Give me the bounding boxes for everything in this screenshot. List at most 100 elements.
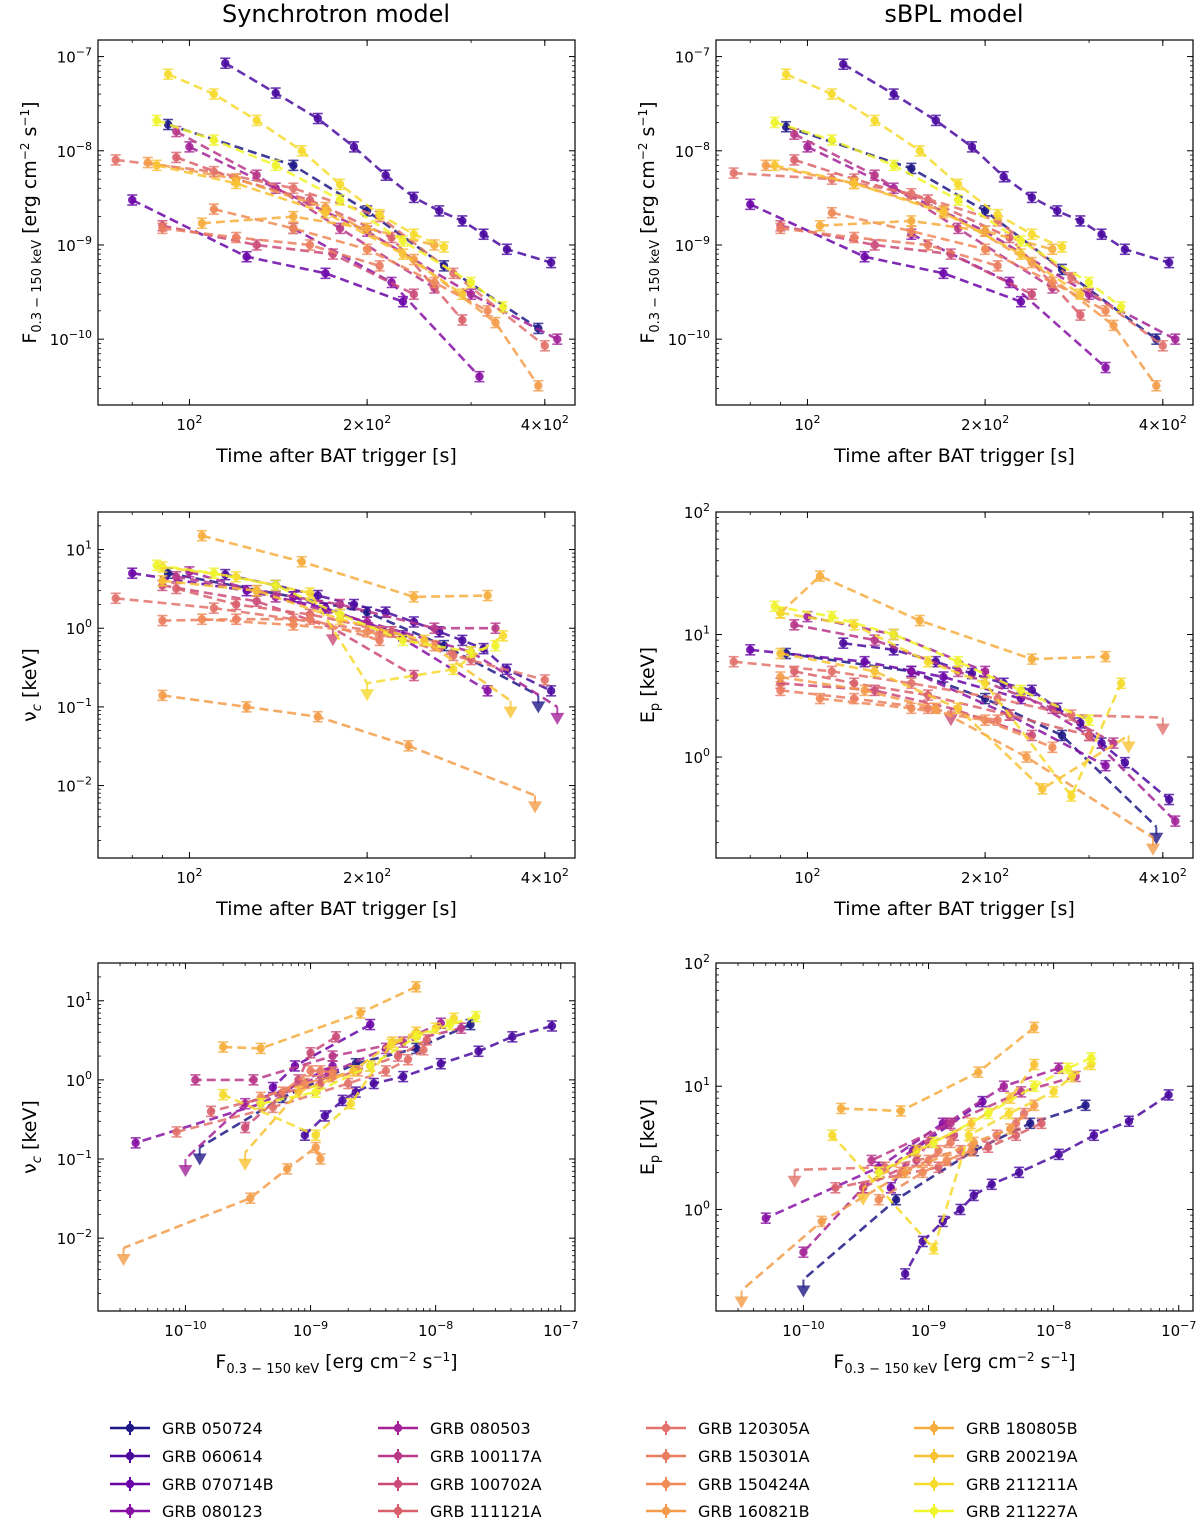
data-point [313,712,323,721]
upper-limit-arrow [1149,832,1164,845]
data-point [980,667,990,676]
series-grb-150424a [255,1065,364,1104]
data-point [111,155,120,165]
y-tick-label: 10−2 [57,775,92,796]
data-point [404,741,413,751]
legend-label: GRB 100117A [430,1447,542,1466]
data-point [466,1020,475,1029]
series-line [292,227,481,378]
data-point [218,1042,228,1052]
data-point [289,212,298,221]
upper-limit-arrow [943,714,958,727]
data-point [907,164,916,173]
data-point [931,116,941,125]
data-point [1057,731,1067,740]
data-point [1171,816,1180,826]
series-grb-211211a [218,1012,459,1141]
series-line [910,233,1107,369]
data-point [1109,321,1118,330]
y-tick-label: 10−1 [57,1148,92,1169]
data-point [776,224,785,233]
data-point [422,1035,432,1045]
data-point [321,208,330,217]
data-point [1027,654,1037,664]
data-point [907,216,916,226]
data-point [152,116,161,125]
data-point [172,153,181,162]
data-point [306,1066,315,1076]
x-tick-label: 2×102 [961,413,1009,434]
data-point [1101,761,1110,770]
data-point [1171,334,1180,344]
upper-limit-arrow [1121,741,1136,754]
data-point [242,252,251,261]
data-point [849,620,859,630]
data-point [458,216,467,226]
data-point [498,631,508,641]
data-point [231,572,241,582]
plot-area [110,57,563,392]
upper-limit-arrow [325,634,340,647]
series-line [282,1069,333,1094]
data-point [409,592,419,602]
data-point [313,591,323,600]
series-grb-100117a [789,619,1119,749]
x-tick-label: 2×102 [343,866,391,887]
plot-area [734,1021,1174,1309]
data-point [746,645,755,655]
series-line [260,1069,359,1099]
series-grb-180805b [196,529,493,603]
data-point [547,1021,557,1031]
data-point [349,600,359,609]
legend-marker [661,1451,671,1461]
legend-label: GRB 211227A [966,1502,1078,1521]
data-point [1054,1150,1064,1159]
data-point [256,1093,265,1102]
series-line [176,575,496,630]
data-point [1067,710,1076,720]
series-grb-160821b [142,156,544,392]
data-point [993,715,1002,725]
data-point [1116,302,1126,312]
upper-limit-arrow [192,1153,207,1166]
data-point [1027,686,1037,695]
plot-frame [715,962,1194,1312]
data-point [1097,230,1106,239]
data-point [271,88,280,98]
series-grb-100702a [240,1031,342,1134]
data-point [889,161,898,170]
y-tick-label: 101 [684,624,710,645]
data-point [252,597,261,606]
data-point [430,624,439,633]
y-axis-label: νc [keV] [19,648,45,722]
data-point [335,610,345,619]
data-point [300,1079,310,1088]
data-point [870,240,879,250]
data-point [860,686,869,695]
legend-marker [125,1423,135,1433]
data-point [344,1079,353,1088]
series-line [780,227,998,268]
data-point [939,208,948,217]
data-point [158,224,167,233]
legend-marker [661,1479,671,1489]
upper-limit-arrow [796,1285,811,1298]
data-point [839,638,848,648]
data-point [209,135,219,145]
x-tick-label: 2×102 [343,413,391,434]
y-tick-label: 10−10 [668,328,710,349]
chart-sbpl-ep-flux: 10−10 10−9 10−8 10−7 102 101 100 F0.3 − 150 keV… [637,952,1196,1377]
y-tick-label: 101 [684,1075,710,1096]
data-point [445,1020,455,1029]
data-point [790,129,799,139]
x-axis-label: Time after BAT trigger [s] [833,898,1075,920]
data-point [907,667,916,676]
data-point [163,120,173,129]
legend-item: GRB 180805B [914,1419,1078,1438]
data-point [1022,752,1031,762]
legend-marker [125,1451,135,1461]
data-point [1101,363,1110,372]
data-point [1026,1119,1035,1128]
legend-marker [929,1479,939,1489]
data-point [381,171,390,180]
